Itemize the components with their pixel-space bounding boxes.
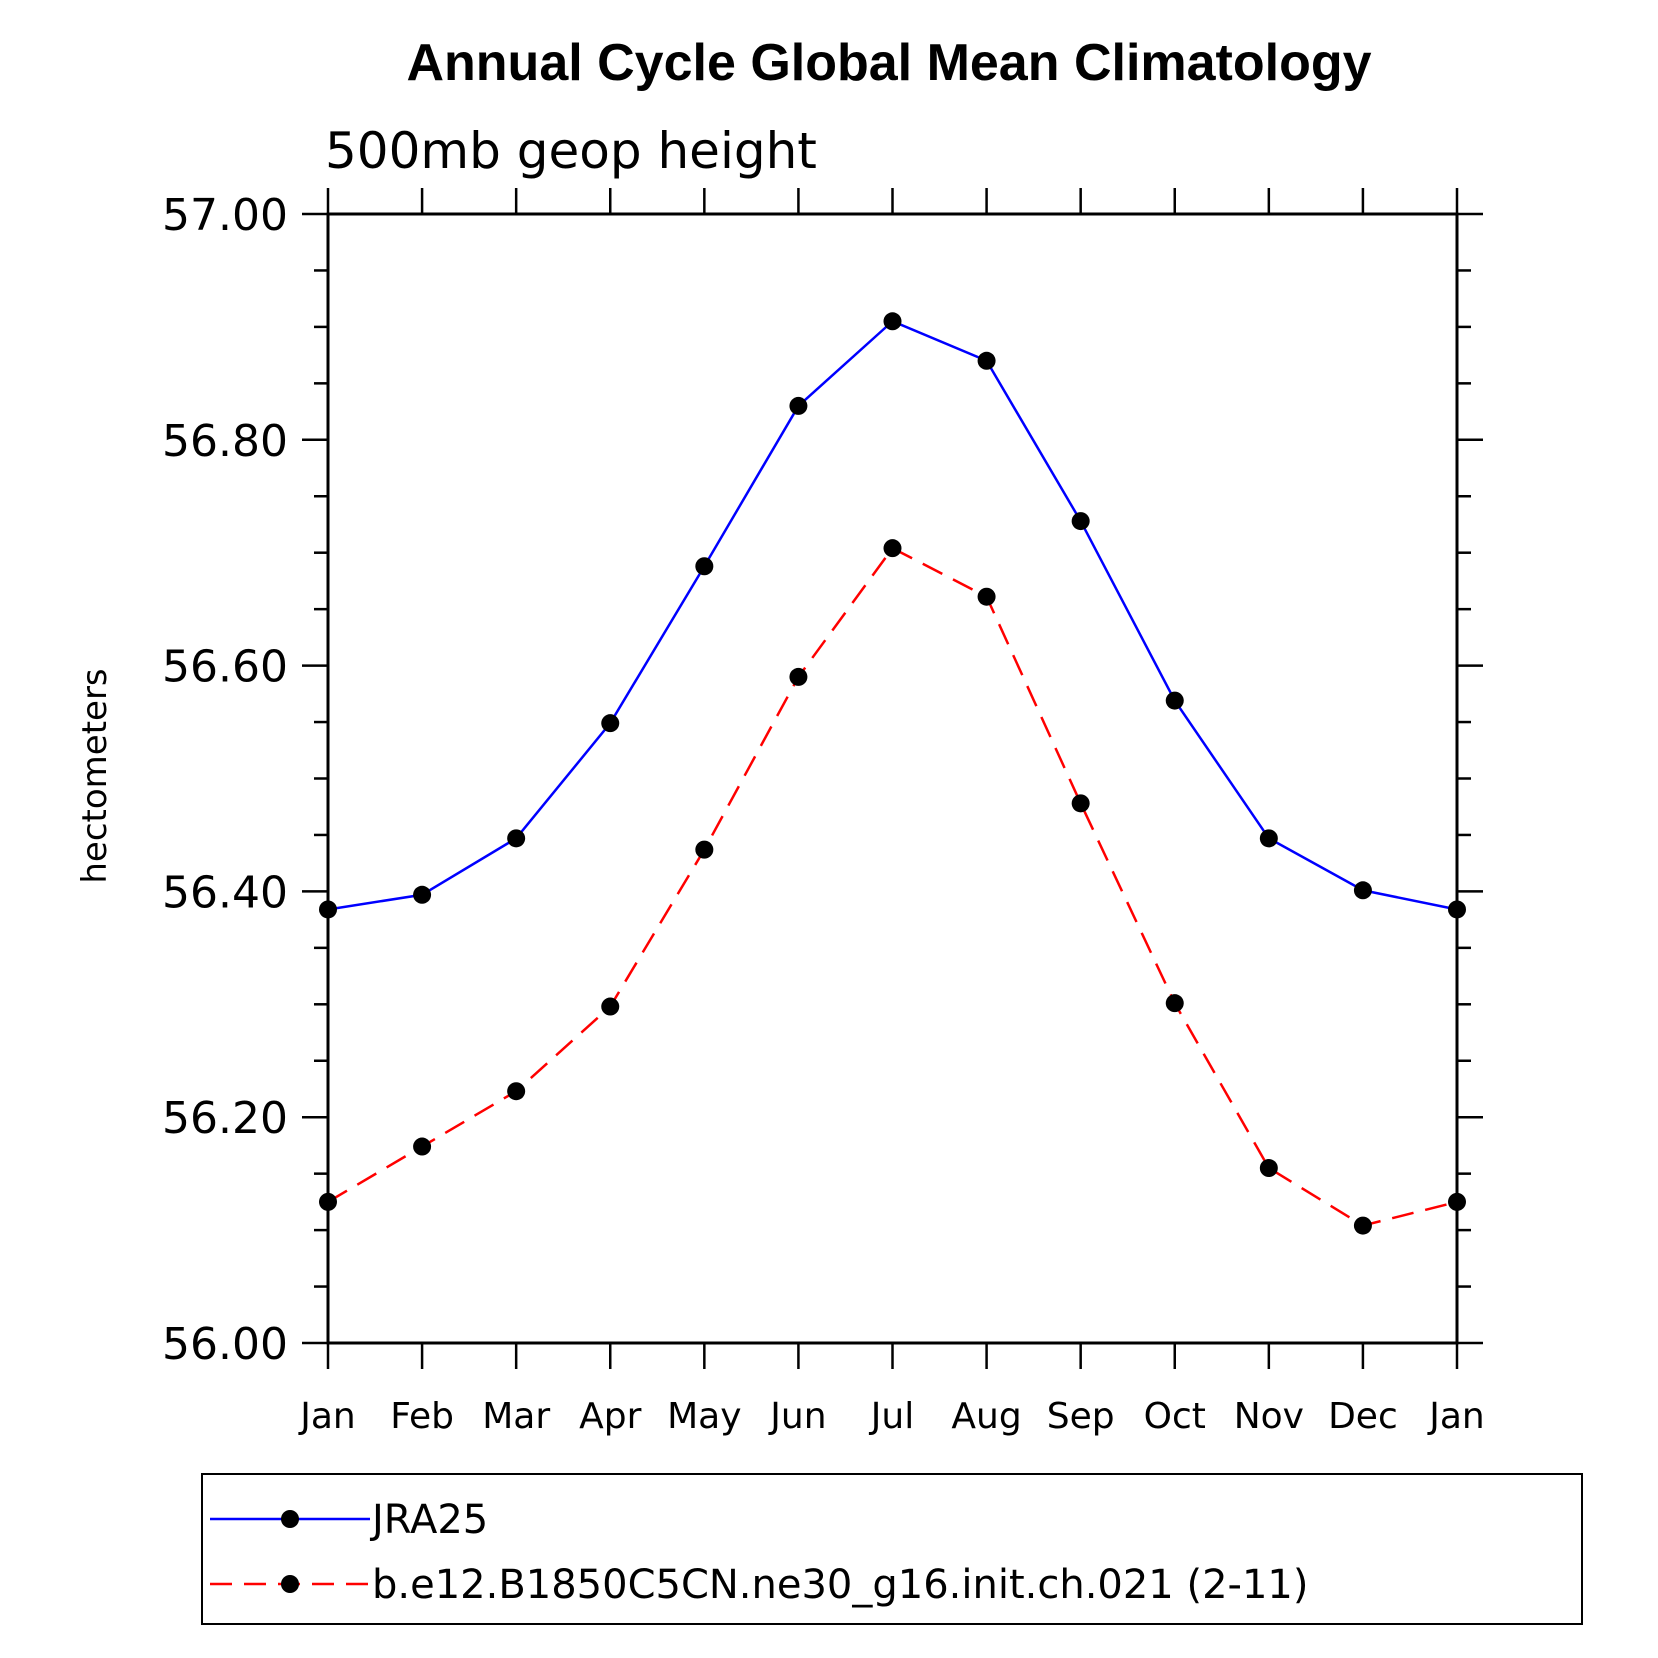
x-tick-label: Feb: [390, 1396, 454, 1437]
y-axis-ticks: 56.00 56.20 56.40 56.60 56.80 57.00: [162, 190, 1483, 1370]
data-point-series-1: [695, 840, 714, 859]
y-tick-label: 56.80: [162, 416, 288, 467]
x-tick-label: Jan: [298, 1396, 356, 1437]
x-tick-label: Oct: [1144, 1396, 1206, 1437]
data-point-series-1: [789, 667, 808, 686]
data-point-series-1: [1071, 794, 1090, 813]
chart-title: Annual Cycle Global Mean Climatology: [406, 34, 1371, 92]
x-axis-ticks: Jan Feb Mar Apr May Jun Jul Aug Sep Oct Nov Dec Jan: [298, 188, 1485, 1437]
legend: JRA25 b.e12.B1850C5CN.ne30_g16.init.ch.0…: [201, 1473, 1583, 1625]
plot-area-border: [326, 212, 1459, 1345]
y-tick-label: 56.00: [162, 1319, 288, 1370]
data-point-series-1: [319, 1192, 337, 1211]
data-point-series-0: [1448, 900, 1466, 919]
data-point-series-0: [1165, 691, 1184, 710]
data-point-series-0: [319, 900, 337, 919]
y-tick-label: 56.20: [162, 1093, 288, 1144]
legend-marker-jra25: [281, 1510, 299, 1528]
series-markers: [319, 312, 1466, 1235]
x-tick-label: Jan: [1427, 1396, 1485, 1437]
data-point-series-0: [695, 557, 714, 576]
chart-subtitle: 500mb geop height: [325, 122, 817, 180]
data-point-series-1: [507, 1082, 526, 1101]
y-tick-label: 56.40: [162, 867, 288, 918]
x-tick-label: May: [667, 1396, 741, 1437]
data-point-series-0: [1259, 829, 1278, 848]
series-line-1: [327, 546, 1458, 1227]
y-tick-label: 57.00: [162, 190, 288, 241]
data-point-series-0: [413, 885, 432, 904]
series-lines: [327, 319, 1458, 1227]
legend-label-model: b.e12.B1850C5CN.ne30_g16.init.ch.021 (2-…: [372, 1562, 1308, 1608]
data-point-series-0: [601, 714, 620, 733]
x-tick-label: Apr: [579, 1396, 641, 1437]
data-point-series-0: [789, 396, 808, 415]
x-tick-label: Jul: [869, 1396, 914, 1437]
series-line-0: [327, 319, 1458, 911]
data-point-series-1: [601, 997, 620, 1016]
data-point-series-1: [1353, 1216, 1372, 1235]
data-point-series-0: [883, 312, 902, 331]
y-tick-label: 56.60: [162, 642, 288, 693]
data-point-series-1: [883, 539, 902, 558]
legend-label-jra25: JRA25: [369, 1497, 488, 1543]
legend-marker-model: [281, 1575, 299, 1593]
data-point-series-1: [413, 1137, 432, 1156]
x-tick-label: Aug: [951, 1396, 1021, 1437]
x-tick-label: Nov: [1234, 1396, 1304, 1437]
x-tick-label: Mar: [482, 1396, 550, 1437]
x-tick-label: Jun: [768, 1396, 826, 1437]
data-point-series-1: [1448, 1192, 1466, 1211]
x-tick-label: Dec: [1328, 1396, 1398, 1437]
data-point-series-1: [977, 587, 996, 606]
y-axis-label: hectometers: [75, 668, 115, 883]
x-tick-label: Sep: [1047, 1396, 1115, 1437]
data-point-series-1: [1165, 994, 1184, 1013]
legend-box: [201, 1473, 1583, 1625]
data-point-series-1: [1259, 1159, 1278, 1178]
data-point-series-0: [1353, 881, 1372, 900]
data-point-series-0: [507, 829, 526, 848]
data-point-series-0: [977, 351, 996, 370]
data-point-series-0: [1071, 512, 1090, 531]
